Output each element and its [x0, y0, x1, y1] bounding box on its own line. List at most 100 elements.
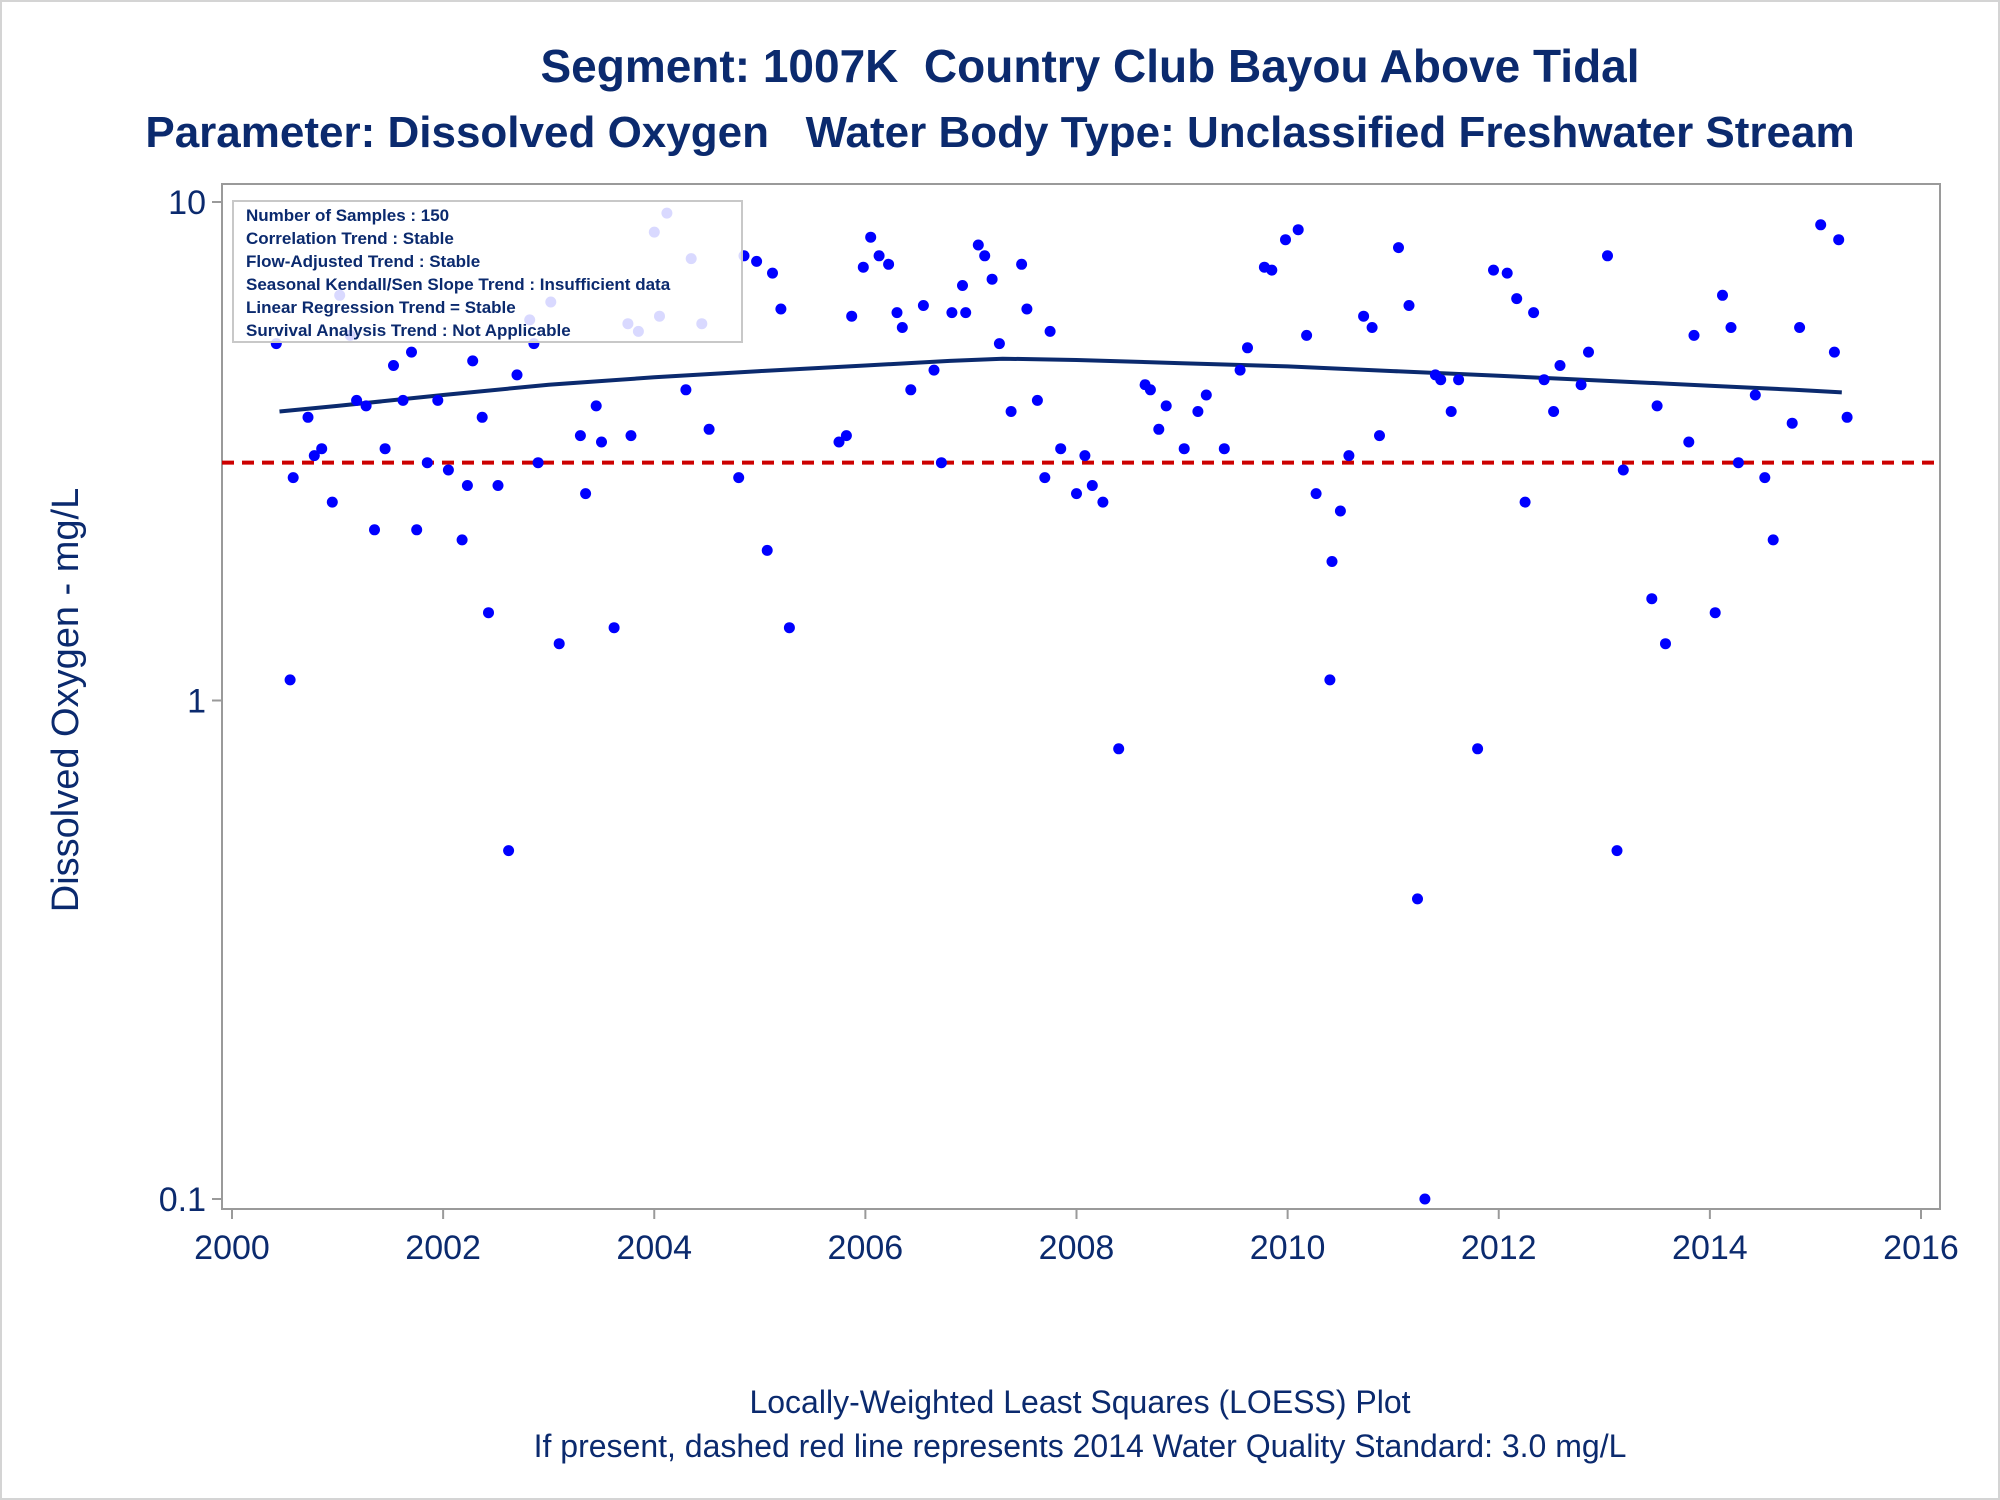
- data-point: [1651, 400, 1663, 412]
- data-point: [1292, 224, 1304, 236]
- data-point: [1301, 329, 1313, 341]
- data-point: [553, 638, 565, 650]
- data-point: [1528, 307, 1540, 319]
- data-point: [1326, 556, 1338, 567]
- legend-border: [232, 200, 743, 343]
- data-point: [360, 400, 372, 412]
- data-point: [461, 480, 473, 491]
- data-point: [1611, 845, 1623, 857]
- data-point: [761, 544, 773, 556]
- data-point: [1617, 464, 1629, 476]
- data-point: [1343, 450, 1355, 462]
- data-point: [308, 450, 320, 462]
- data-point: [1519, 496, 1531, 508]
- data-point: [972, 239, 984, 251]
- data-point: [1266, 264, 1278, 276]
- data-point: [1749, 389, 1761, 401]
- data-point: [986, 273, 998, 285]
- data-point: [316, 443, 328, 455]
- data-point: [1794, 322, 1806, 333]
- data-point: [873, 250, 885, 262]
- data-point: [733, 472, 745, 484]
- data-point: [1602, 250, 1613, 262]
- data-point: [846, 310, 858, 322]
- data-point: [1218, 443, 1230, 455]
- data-point: [1683, 436, 1695, 448]
- data-point: [1242, 342, 1253, 354]
- y-axis: 0.1 1 10: [159, 184, 222, 1219]
- footnote-standard: If present, dashed red line represents 2…: [534, 1428, 1627, 1464]
- data-point: [467, 355, 479, 367]
- x-tick-label: 2004: [616, 1229, 692, 1267]
- data-point: [680, 384, 692, 396]
- legend-box: Number of Samples : 150 Correlation Tren…: [232, 200, 743, 343]
- data-point: [369, 524, 380, 536]
- legend-line: Number of Samples : 150: [246, 206, 449, 225]
- data-point: [1501, 267, 1513, 279]
- data-point: [397, 394, 409, 406]
- data-point: [456, 534, 468, 546]
- data-point: [1055, 443, 1067, 455]
- data-point: [388, 360, 399, 371]
- data-point: [1419, 1193, 1431, 1205]
- data-point: [1833, 234, 1845, 246]
- data-point: [1688, 329, 1700, 341]
- data-point: [411, 524, 423, 536]
- data-point: [421, 457, 433, 469]
- data-point: [1044, 325, 1056, 337]
- data-point: [751, 255, 763, 267]
- data-point: [1445, 406, 1457, 417]
- data-point: [532, 457, 544, 469]
- data-point: [833, 436, 845, 448]
- data-point: [1841, 411, 1853, 423]
- data-point: [483, 607, 494, 619]
- data-point: [1412, 893, 1423, 905]
- data-point: [1144, 384, 1156, 396]
- data-point: [596, 436, 607, 448]
- data-point: [703, 423, 715, 435]
- data-point: [979, 250, 991, 262]
- data-point: [1086, 480, 1098, 491]
- data-point: [287, 472, 299, 484]
- data-point: [590, 400, 602, 412]
- data-point: [883, 258, 895, 270]
- data-point: [1660, 638, 1671, 650]
- data-point: [379, 443, 391, 455]
- data-point: [442, 464, 454, 476]
- data-point: [783, 622, 795, 634]
- data-point: [1759, 472, 1771, 484]
- data-point: [492, 480, 504, 491]
- y-tick-label: 0.1: [159, 1181, 206, 1219]
- data-point: [503, 845, 515, 857]
- data-point: [767, 267, 778, 279]
- data-point: [1828, 346, 1840, 358]
- data-point: [511, 369, 523, 381]
- data-point: [1717, 289, 1728, 301]
- y-axis-label: Dissolved Oxygen - mg/L: [45, 488, 87, 913]
- x-tick-label: 2008: [1039, 1229, 1115, 1267]
- data-point: [1031, 394, 1043, 406]
- data-point: [476, 411, 488, 423]
- data-point: [574, 430, 586, 442]
- data-point: [1709, 607, 1721, 619]
- x-tick-label: 2012: [1461, 1229, 1537, 1267]
- data-point: [326, 496, 338, 508]
- x-axis: 2000 2002 2004 2006 2008 2010 2012 2014 2016: [194, 1209, 1959, 1267]
- data-point: [1280, 234, 1291, 246]
- data-point: [608, 622, 620, 634]
- data-point: [905, 384, 917, 396]
- data-point: [1575, 379, 1587, 391]
- chart-title: Segment: 1007K Country Club Bayou Above …: [540, 40, 1639, 92]
- x-tick-label: 2016: [1883, 1229, 1959, 1267]
- x-tick-label: 2010: [1250, 1229, 1326, 1267]
- data-point: [1160, 400, 1172, 412]
- y-tick-label: 10: [168, 184, 206, 222]
- data-point: [1725, 322, 1737, 333]
- data-point: [1097, 496, 1109, 508]
- data-point: [1192, 406, 1204, 417]
- data-point: [1374, 430, 1385, 442]
- data-point: [1583, 346, 1594, 358]
- data-point: [284, 674, 296, 686]
- data-point: [960, 307, 972, 319]
- loess-curve: [279, 356, 1842, 414]
